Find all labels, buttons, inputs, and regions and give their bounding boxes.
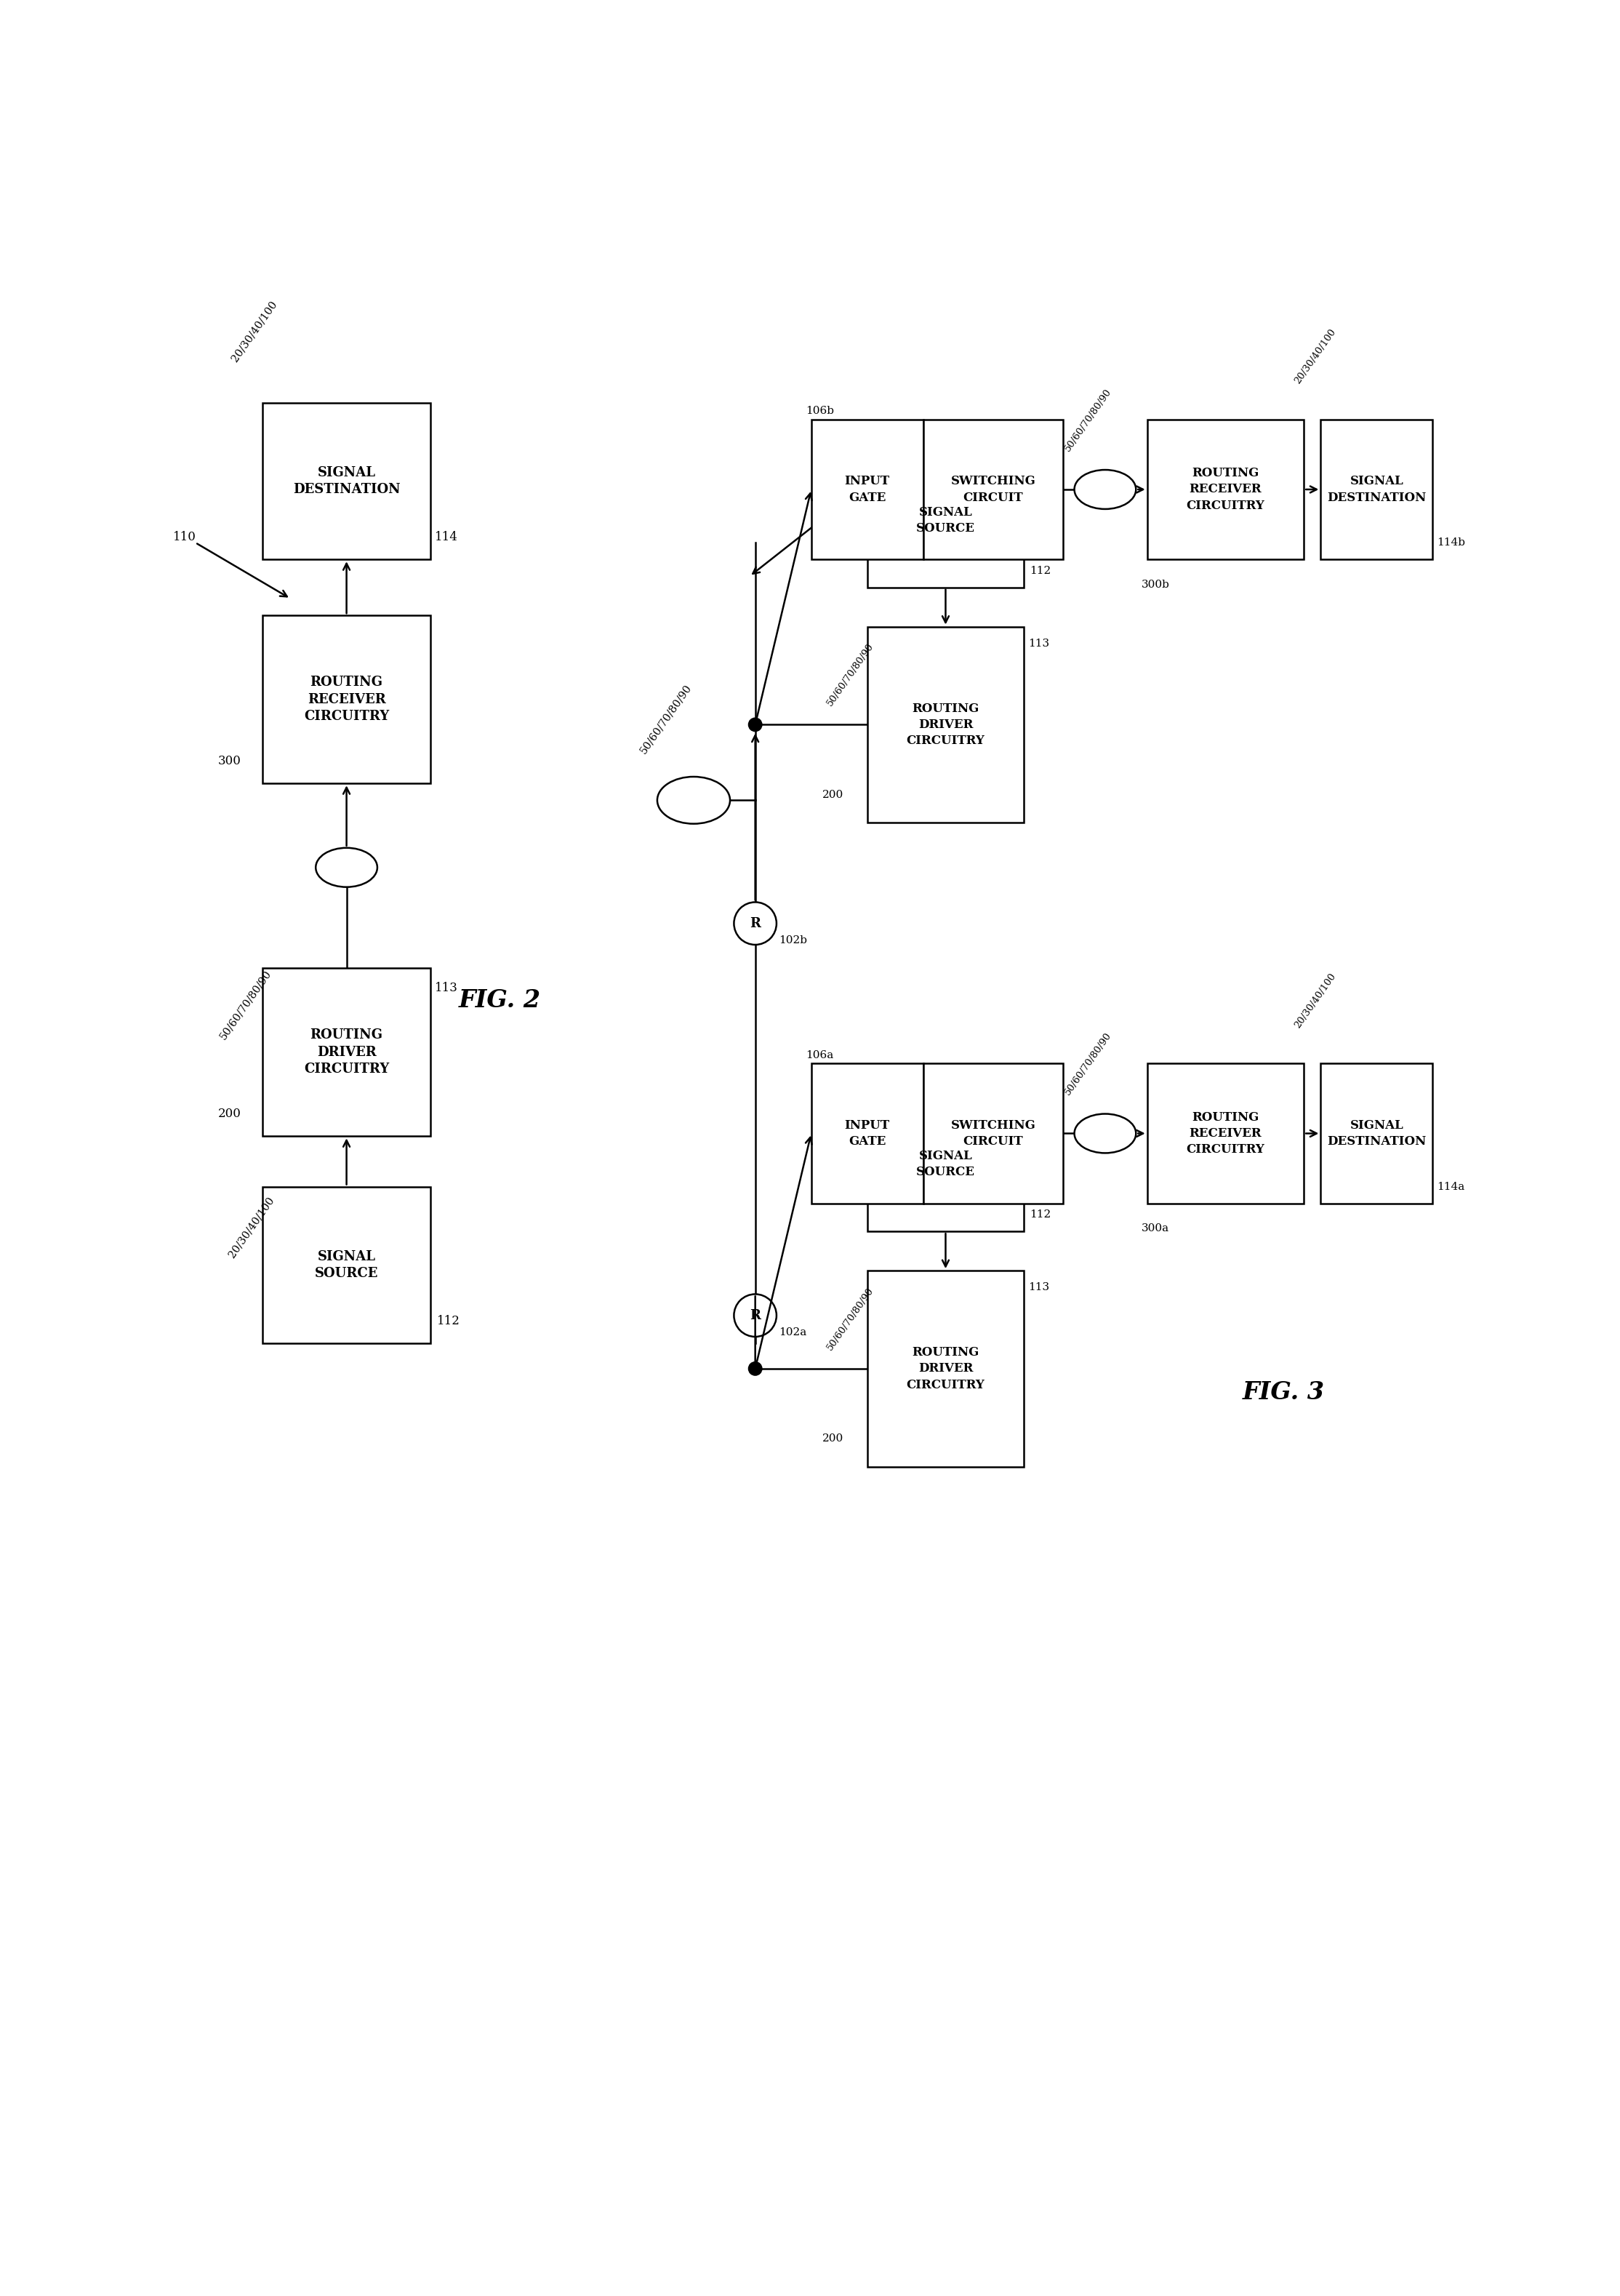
- Ellipse shape: [316, 847, 377, 886]
- Text: ROUTING
RECEIVER
CIRCUITRY: ROUTING RECEIVER CIRCUITRY: [1186, 1111, 1265, 1155]
- Text: 110: 110: [173, 530, 196, 544]
- Circle shape: [748, 1362, 761, 1375]
- Text: 114b: 114b: [1437, 537, 1466, 549]
- Text: SWITCHING
CIRCUIT: SWITCHING CIRCUIT: [951, 1118, 1035, 1148]
- Text: INPUT
GATE: INPUT GATE: [844, 1118, 889, 1148]
- Text: 200: 200: [823, 1433, 844, 1444]
- FancyBboxPatch shape: [262, 402, 431, 560]
- FancyBboxPatch shape: [867, 452, 1024, 588]
- FancyBboxPatch shape: [1147, 420, 1304, 560]
- Text: 300a: 300a: [1142, 1224, 1170, 1233]
- Text: SIGNAL
DESTINATION: SIGNAL DESTINATION: [293, 466, 400, 496]
- Circle shape: [734, 902, 776, 944]
- FancyBboxPatch shape: [923, 1063, 1063, 1203]
- FancyBboxPatch shape: [867, 1097, 1024, 1231]
- FancyBboxPatch shape: [262, 615, 431, 783]
- Text: SWITCHING
CIRCUIT: SWITCHING CIRCUIT: [951, 475, 1035, 503]
- FancyBboxPatch shape: [867, 1270, 1024, 1467]
- Text: 20/30/40/100: 20/30/40/100: [834, 461, 878, 521]
- Text: R: R: [750, 916, 761, 930]
- Text: ROUTING
RECEIVER
CIRCUITRY: ROUTING RECEIVER CIRCUITRY: [305, 675, 389, 723]
- Text: ROUTING
RECEIVER
CIRCUITRY: ROUTING RECEIVER CIRCUITRY: [1186, 466, 1265, 512]
- Text: 50/60/70/80/90: 50/60/70/80/90: [1063, 386, 1113, 452]
- FancyBboxPatch shape: [262, 969, 431, 1137]
- Text: 113: 113: [436, 983, 458, 994]
- FancyBboxPatch shape: [1147, 1063, 1304, 1203]
- FancyBboxPatch shape: [923, 420, 1063, 560]
- Text: 20/30/40/100: 20/30/40/100: [1293, 328, 1338, 386]
- Text: 50/60/70/80/90: 50/60/70/80/90: [825, 641, 875, 707]
- FancyBboxPatch shape: [812, 420, 923, 560]
- Text: 106b: 106b: [805, 406, 834, 416]
- Text: 113: 113: [1029, 1283, 1050, 1293]
- FancyBboxPatch shape: [1320, 1063, 1432, 1203]
- Text: 50/60/70/80/90: 50/60/70/80/90: [825, 1286, 875, 1352]
- Text: FIG. 2: FIG. 2: [458, 990, 541, 1013]
- Text: FIG. 3: FIG. 3: [1243, 1380, 1325, 1405]
- Text: 50/60/70/80/90: 50/60/70/80/90: [1063, 1031, 1113, 1097]
- Text: ROUTING
DRIVER
CIRCUITRY: ROUTING DRIVER CIRCUITRY: [305, 1029, 389, 1077]
- Text: 106a: 106a: [805, 1049, 833, 1061]
- Text: 112: 112: [437, 1316, 460, 1327]
- Text: 113: 113: [1029, 638, 1050, 647]
- Text: 50/60/70/80/90: 50/60/70/80/90: [219, 969, 274, 1040]
- Text: SIGNAL
SOURCE: SIGNAL SOURCE: [917, 1150, 975, 1178]
- Circle shape: [748, 719, 761, 732]
- Circle shape: [734, 1295, 776, 1336]
- Ellipse shape: [658, 776, 731, 824]
- Ellipse shape: [1074, 471, 1136, 510]
- Text: 50/60/70/80/90: 50/60/70/80/90: [638, 682, 693, 755]
- Text: 102b: 102b: [779, 934, 807, 946]
- Text: ROUTING
DRIVER
CIRCUITRY: ROUTING DRIVER CIRCUITRY: [907, 703, 985, 746]
- Text: 120: 120: [831, 503, 854, 514]
- Text: SIGNAL
SOURCE: SIGNAL SOURCE: [917, 505, 975, 535]
- Text: 20/30/40/100: 20/30/40/100: [834, 1107, 878, 1164]
- Text: SIGNAL
DESTINATION: SIGNAL DESTINATION: [1327, 475, 1426, 503]
- Text: 114: 114: [436, 530, 458, 544]
- Text: 112: 112: [1030, 565, 1051, 576]
- Text: ROUTING
DRIVER
CIRCUITRY: ROUTING DRIVER CIRCUITRY: [907, 1345, 985, 1391]
- Text: 300: 300: [217, 755, 241, 767]
- FancyBboxPatch shape: [867, 627, 1024, 822]
- FancyBboxPatch shape: [1320, 420, 1432, 560]
- Text: SIGNAL
DESTINATION: SIGNAL DESTINATION: [1327, 1118, 1426, 1148]
- Text: 300b: 300b: [1142, 579, 1170, 590]
- Text: 112: 112: [1030, 1210, 1051, 1219]
- Text: R: R: [750, 1309, 761, 1322]
- Text: 20/30/40/100: 20/30/40/100: [1293, 971, 1338, 1031]
- Text: INPUT
GATE: INPUT GATE: [844, 475, 889, 503]
- Text: 102a: 102a: [779, 1327, 807, 1336]
- Text: 200: 200: [823, 790, 844, 799]
- FancyBboxPatch shape: [262, 1187, 431, 1343]
- Text: 20/30/40/100: 20/30/40/100: [230, 298, 279, 363]
- Ellipse shape: [1074, 1114, 1136, 1153]
- Text: 200: 200: [217, 1107, 241, 1120]
- FancyBboxPatch shape: [812, 1063, 923, 1203]
- Text: 20/30/40/100: 20/30/40/100: [227, 1194, 275, 1261]
- Text: SIGNAL
SOURCE: SIGNAL SOURCE: [314, 1249, 379, 1281]
- Text: 114a: 114a: [1437, 1182, 1464, 1192]
